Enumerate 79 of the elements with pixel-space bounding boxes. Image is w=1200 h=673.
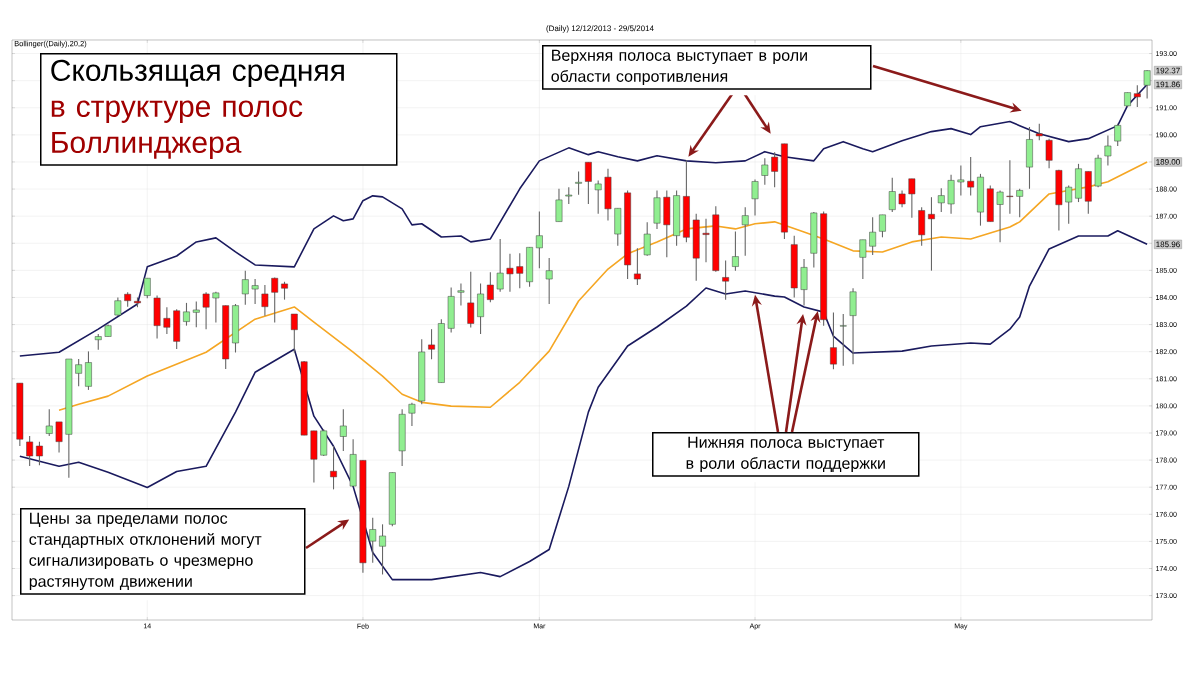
candlestick	[26, 435, 34, 467]
annotation: 192.37	[1156, 67, 1180, 74]
candlestick	[290, 313, 298, 354]
candlestick	[839, 313, 847, 367]
candlestick	[722, 260, 729, 301]
candlestick	[486, 271, 494, 303]
candlestick	[1114, 123, 1122, 147]
candlestick	[36, 441, 43, 466]
candlestick	[192, 300, 200, 328]
candlestick	[879, 214, 886, 238]
candlestick	[535, 211, 543, 269]
annotation: Верхняя полоса выступает в роли области сопротивления	[551, 49, 807, 86]
candlestick	[339, 408, 347, 452]
candlestick	[45, 408, 53, 437]
candlestick	[428, 328, 435, 360]
line-series	[58, 161, 1148, 412]
annotation: Цены за пределами полос стандартных отклонений могут сигнализировать о чрезмерно растянутом движении	[29, 512, 262, 591]
candlestick	[143, 277, 151, 299]
candlestick	[457, 282, 465, 307]
candlestick	[967, 156, 975, 197]
text: Скользящая средняя	[51, 59, 344, 87]
candlestick	[869, 216, 877, 256]
candlestick	[506, 253, 514, 293]
candlestick	[85, 350, 92, 391]
candlestick	[888, 177, 896, 213]
candlestick	[75, 358, 83, 387]
candlestick	[1016, 188, 1024, 218]
text: (Daily) 12/12/2013 - 29/5/2014	[546, 25, 654, 33]
candlestick	[369, 517, 377, 564]
candlestick	[751, 179, 759, 217]
text: в структуре полос Боллинджера	[51, 100, 303, 159]
candlestick	[241, 270, 249, 306]
candlestick	[947, 174, 955, 215]
candlestick	[634, 247, 641, 286]
candlestick	[771, 151, 779, 188]
candlestick	[937, 187, 945, 213]
candlestick	[1104, 134, 1112, 167]
candlestick	[1065, 184, 1073, 225]
candlestick	[330, 445, 337, 490]
annotation: 191.86	[1156, 81, 1180, 88]
annotation: Нижняя полоса выступает в роли области поддержки	[686, 436, 885, 473]
candlestick	[477, 282, 484, 335]
candlestick	[761, 157, 769, 186]
candlestick	[594, 179, 602, 215]
candlestick	[408, 402, 416, 427]
annotation: 189.00	[1156, 159, 1180, 165]
candlestick	[859, 239, 867, 280]
candlestick	[379, 523, 386, 576]
candlestick	[1045, 138, 1053, 169]
candlestick	[212, 291, 220, 323]
candlestick	[908, 178, 916, 219]
candlestick	[800, 258, 808, 307]
annotation: 185.96	[1156, 241, 1180, 248]
candlestick	[575, 170, 582, 196]
candlestick	[545, 257, 553, 305]
candlestick	[163, 306, 171, 335]
candlestick	[996, 189, 1004, 243]
candlestick	[1006, 159, 1014, 215]
candlestick	[928, 196, 935, 272]
candlestick	[202, 291, 210, 330]
candlestick	[183, 302, 190, 327]
candlestick	[271, 276, 279, 323]
candlestick	[830, 311, 837, 370]
candlestick	[55, 421, 63, 454]
candlestick	[1133, 84, 1141, 108]
candlestick	[555, 188, 563, 223]
candlestick	[516, 252, 524, 289]
candlestick	[732, 231, 739, 272]
candlestick	[702, 218, 710, 263]
candlestick	[467, 271, 475, 329]
candlestick	[261, 284, 269, 317]
candlestick	[114, 296, 122, 317]
candlestick	[957, 164, 965, 197]
candlestick	[643, 221, 651, 257]
candlestick	[849, 287, 857, 365]
candlestick	[496, 238, 504, 293]
candlestick	[584, 161, 592, 205]
candlestick	[251, 278, 259, 305]
candlestick	[741, 206, 749, 257]
